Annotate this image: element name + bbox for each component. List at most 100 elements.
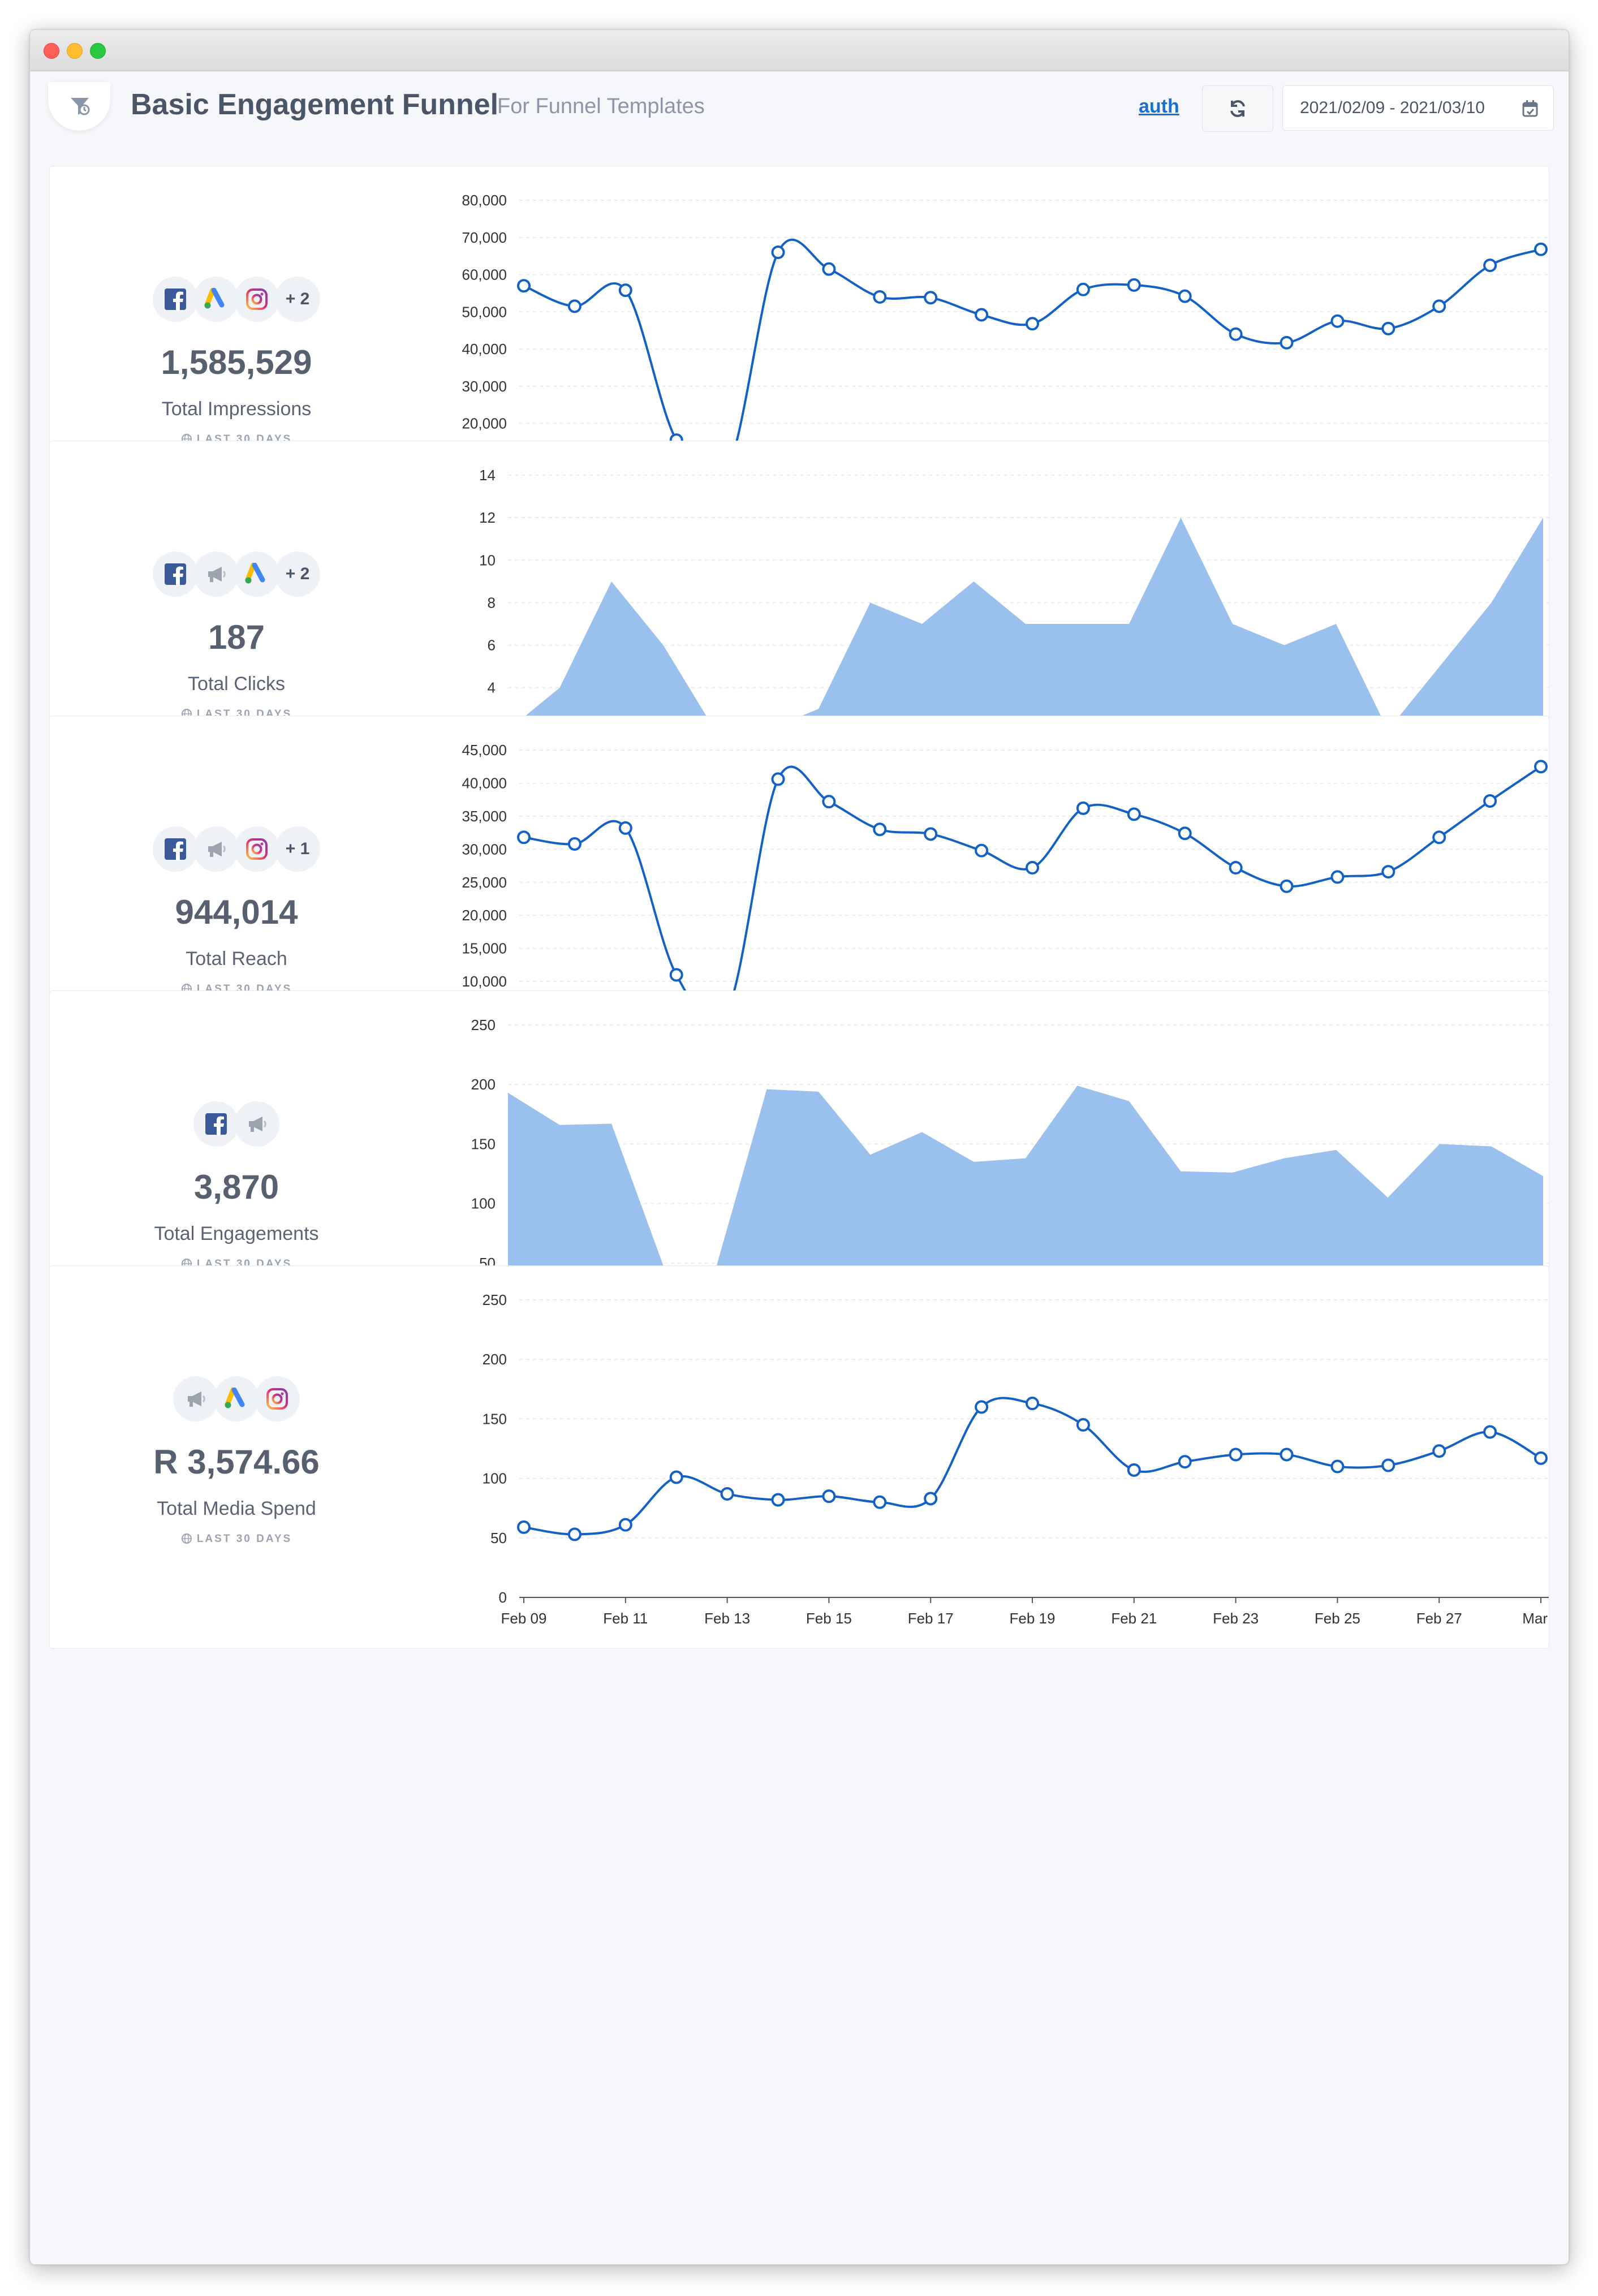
data-point [873, 822, 887, 837]
y-tick-label: 250 [471, 1016, 496, 1033]
metric-summary: 3,870 Total Engagements LAST 30 DAYS [50, 991, 423, 1373]
data-point [1330, 1459, 1345, 1474]
data-point [1076, 1418, 1090, 1432]
minimize-window-button[interactable] [67, 43, 83, 59]
data-point [567, 837, 582, 851]
channel-icons: + 1 [50, 826, 423, 874]
y-tick-label: 10,000 [462, 973, 507, 990]
data-point [822, 1489, 836, 1504]
data-point [771, 772, 785, 786]
data-point [567, 1527, 582, 1541]
data-point [822, 262, 836, 276]
metric-period-label: LAST 30 DAYS [196, 1533, 292, 1545]
y-tick-label: 14 [479, 467, 496, 484]
data-point [1178, 289, 1192, 303]
data-point [1534, 1451, 1548, 1465]
data-point [1127, 278, 1141, 292]
instagram-icon [234, 277, 279, 322]
facebook-icon [153, 826, 198, 872]
y-tick-label: 70,000 [462, 229, 507, 246]
x-tick-label: Feb 25 [1315, 1610, 1360, 1627]
data-point [1026, 861, 1039, 875]
metric-summary: + 2 1,585,529 Total Impressions LAST 30 DAY… [50, 166, 423, 549]
megaphone-icon [173, 1376, 218, 1421]
y-tick-label: 100 [471, 1195, 496, 1212]
chart-svg: 0 50 100 150 200 250 Feb 09 Feb 11 Feb 13 Feb 15 F… [483, 1291, 1549, 1627]
metric-summary: + 1 944,014 Total Reach LAST 30 DAYS [50, 716, 423, 1099]
data-point [1127, 1463, 1141, 1477]
data-point [669, 1470, 683, 1484]
y-tick-label: 200 [483, 1351, 507, 1368]
close-window-button[interactable] [44, 43, 59, 59]
instagram-icon [255, 1376, 300, 1421]
x-tick-label: Feb 11 [603, 1610, 648, 1627]
y-tick-label: 45,000 [462, 742, 507, 759]
y-tick-label: 30,000 [462, 378, 507, 395]
metric-value: 1,585,529 [161, 343, 312, 381]
facebook-icon [153, 277, 198, 322]
refresh-icon [1230, 100, 1245, 117]
area-series [508, 1085, 1543, 1323]
metric-label: Total Engagements [154, 1223, 319, 1244]
data-point [1178, 1455, 1192, 1469]
maximize-window-button[interactable] [90, 43, 106, 59]
y-tick-label: 6 [488, 637, 496, 654]
x-tick-label: Feb 23 [1213, 1610, 1259, 1627]
data-point [1330, 870, 1345, 884]
metric-label: Total Impressions [161, 398, 312, 420]
metric-summary: R 3,574.66 Total Media Spend LAST 30 DAYS [50, 1266, 423, 1648]
data-point [924, 291, 938, 305]
data-point [822, 795, 836, 809]
funnel-badge [48, 82, 110, 131]
globe-icon [181, 1533, 192, 1548]
date-range-picker[interactable]: 2021/02/09 - 2021/03/10 [1282, 85, 1554, 131]
x-tick-label: Feb 17 [908, 1610, 954, 1627]
data-point [1483, 259, 1497, 273]
data-point [1534, 242, 1548, 256]
page-header: Basic Engagement Funnel For Funnel Templ… [30, 71, 1569, 178]
megaphone-icon [193, 552, 239, 597]
line-series [523, 765, 1542, 1025]
x-tick-label: Feb 19 [1010, 1610, 1056, 1627]
data-point [1483, 1425, 1497, 1439]
y-tick-label: 8 [488, 594, 496, 611]
y-tick-label: 100 [483, 1470, 507, 1487]
data-point [924, 827, 938, 841]
data-point [975, 843, 989, 858]
data-point [1381, 1458, 1395, 1472]
y-tick-label: 200 [471, 1076, 496, 1093]
y-tick-label: 50 [490, 1530, 507, 1547]
megaphone-icon [193, 826, 239, 872]
data-point [1280, 335, 1294, 350]
y-tick-label: 50,000 [462, 303, 507, 320]
data-point [618, 821, 632, 835]
data-point [1534, 760, 1548, 774]
data-point [975, 308, 989, 322]
refresh-button[interactable] [1202, 85, 1273, 132]
data-point [618, 283, 632, 298]
data-point [1432, 1444, 1446, 1458]
x-tick-label: Feb 15 [806, 1610, 852, 1627]
data-point [1432, 299, 1446, 313]
data-point [1280, 879, 1294, 893]
y-tick-label: 40,000 [462, 774, 507, 791]
megaphone-icon [234, 1101, 279, 1147]
data-point [771, 1493, 785, 1507]
instagram-icon [234, 826, 279, 872]
data-point [771, 245, 785, 260]
data-point [618, 1518, 632, 1532]
y-tick-label: 80,000 [462, 192, 507, 209]
data-point [517, 1520, 531, 1534]
metric-period: LAST 30 DAYS [50, 1533, 423, 1548]
google-ads-icon [193, 277, 239, 322]
more-channels-badge: + 2 [275, 277, 320, 322]
data-point [517, 830, 531, 845]
globe-icon [181, 983, 192, 998]
x-tick-label: Feb 09 [501, 1610, 547, 1627]
auth-link[interactable]: auth [1139, 96, 1179, 117]
more-channels-badge: + 1 [275, 826, 320, 872]
data-point [1280, 1448, 1294, 1462]
y-tick-label: 150 [471, 1135, 496, 1152]
data-point [1076, 282, 1090, 296]
y-tick-label: 40,000 [462, 341, 507, 357]
